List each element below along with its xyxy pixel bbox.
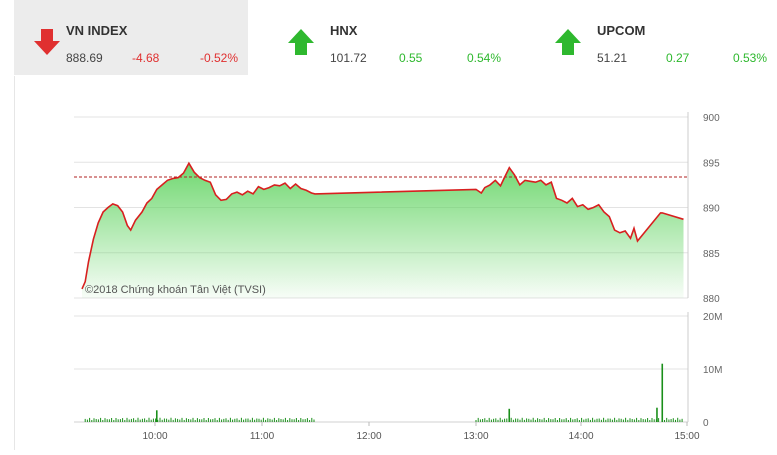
price-tick-label: 880 bbox=[703, 294, 720, 305]
index-value: 101.72 bbox=[330, 51, 367, 65]
tab-vn-index[interactable]: VN INDEX 888.69 -4.68 -0.52% bbox=[14, 0, 248, 75]
volume-tick-label: 10M bbox=[703, 365, 722, 376]
price-tick-label: 890 bbox=[703, 204, 720, 215]
x-tick-label: 14:00 bbox=[568, 431, 593, 442]
x-tick-label: 13:00 bbox=[463, 431, 488, 442]
arrow-down-icon bbox=[34, 29, 60, 55]
index-change: 0.55 bbox=[399, 51, 423, 65]
arrow-up-icon bbox=[288, 29, 314, 55]
index-value: 51.21 bbox=[597, 51, 628, 65]
chart-area: ©2018 Chứng khoán Tân Việt (TVSI) 880 885… bbox=[14, 76, 777, 450]
price-area bbox=[82, 163, 684, 298]
index-tabs: VN INDEX 888.69 -4.68 -0.52% HNX 101.72 … bbox=[0, 0, 777, 75]
volume-tick-label: 20M bbox=[703, 312, 722, 323]
tab-hnx[interactable]: HNX 101.72 0.55 0.54% bbox=[268, 0, 518, 75]
tab-upcom[interactable]: UPCOM 51.21 0.27 0.53% bbox=[535, 0, 777, 75]
x-tick-label: 12:00 bbox=[356, 431, 381, 442]
x-tick-label: 11:00 bbox=[250, 431, 275, 442]
index-value: 888.69 bbox=[66, 51, 103, 65]
x-tick-label: 15:00 bbox=[674, 431, 699, 442]
volume-tick-label: 0 bbox=[703, 418, 709, 429]
index-change: 0.27 bbox=[666, 51, 690, 65]
index-name: VN INDEX bbox=[66, 23, 128, 38]
index-change: -4.68 bbox=[132, 51, 160, 65]
intraday-chart: ©2018 Chứng khoán Tân Việt (TVSI) 880 885… bbox=[74, 112, 722, 442]
price-tick-label: 885 bbox=[703, 249, 720, 260]
price-tick-label: 900 bbox=[703, 113, 720, 124]
index-percent: 0.53% bbox=[733, 51, 768, 65]
price-line bbox=[81, 161, 684, 290]
index-percent: -0.52% bbox=[200, 51, 239, 65]
index-percent: 0.54% bbox=[467, 51, 502, 65]
watermark-text: ©2018 Chứng khoán Tân Việt (TVSI) bbox=[85, 284, 266, 296]
price-tick-label: 895 bbox=[703, 158, 720, 169]
arrow-up-icon bbox=[555, 29, 581, 55]
x-tick-label: 10:00 bbox=[142, 431, 167, 442]
index-name: HNX bbox=[330, 23, 358, 38]
index-name: UPCOM bbox=[597, 23, 646, 38]
